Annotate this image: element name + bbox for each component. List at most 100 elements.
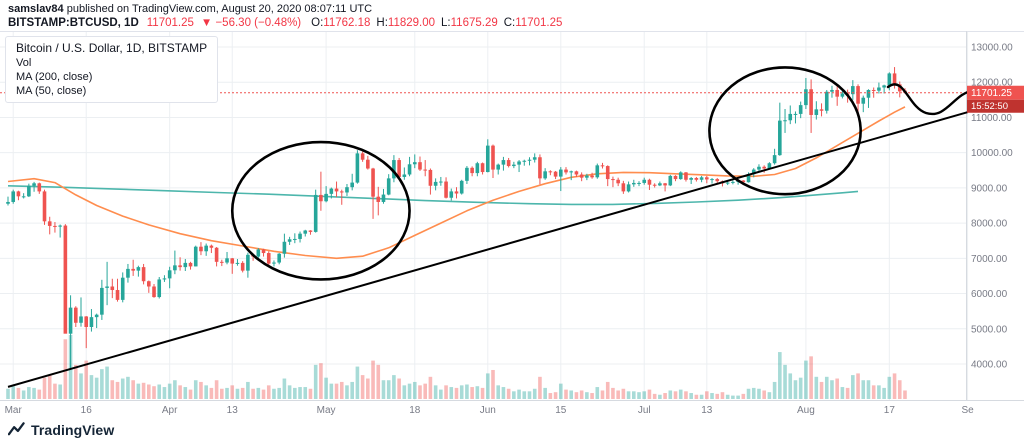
volume-bar (282, 378, 287, 399)
volume-bar (819, 381, 824, 399)
candle-body (512, 164, 516, 167)
time-axis-label: Se (961, 405, 974, 416)
candle-body (835, 89, 839, 97)
candle-body (861, 97, 866, 104)
candle-body (538, 157, 542, 179)
volume-bar (439, 389, 443, 399)
candle-body (877, 87, 881, 91)
volume-bar (741, 393, 746, 399)
time-axis-label: 17 (884, 405, 896, 416)
publisher-name[interactable]: samslav84 (8, 3, 64, 15)
candle-body (339, 191, 344, 193)
candle-body (42, 191, 47, 222)
candle-body (856, 86, 860, 104)
candle-body (517, 161, 521, 165)
price-change: ▼ −56.30 (−0.48%) (200, 17, 302, 29)
candle-body (366, 159, 370, 169)
candle-body (616, 179, 620, 184)
candle-body (564, 169, 568, 173)
volume-bar (63, 339, 68, 399)
volume-bar (783, 364, 787, 399)
volume-bar (167, 383, 172, 399)
volume-bar (684, 391, 688, 399)
candle-body (527, 159, 532, 161)
candle-body (418, 162, 422, 170)
candle-body (58, 225, 62, 227)
volume-bar (699, 394, 704, 399)
price-axis-label: 11000.00 (971, 113, 1012, 124)
candle-body (68, 307, 73, 334)
ohlc-high-value: 11829.00 (387, 17, 436, 29)
candle-body (605, 166, 610, 180)
volume-bar (277, 387, 281, 399)
volume-bar (731, 395, 735, 399)
candle-body (809, 89, 813, 115)
volume-bar (564, 389, 568, 399)
candle-body (261, 249, 266, 254)
candle-body (246, 254, 250, 271)
volume-bar (220, 388, 224, 399)
volume-bar (751, 387, 756, 399)
candle-body (266, 253, 271, 264)
volume-bar (73, 364, 78, 399)
volume-bar (115, 381, 120, 399)
candle-body (491, 145, 495, 170)
volume-bar (392, 375, 396, 399)
volume-bar (94, 377, 99, 399)
volume-bar (830, 380, 834, 399)
candle-body (767, 163, 772, 169)
candle-body (798, 105, 803, 114)
volume-bar (366, 378, 370, 399)
candle-body (449, 191, 454, 198)
ohlc-close-value: 11701.25 (515, 17, 563, 29)
volume-bar (778, 352, 782, 399)
time-axis-label: May (317, 405, 336, 416)
volume-bar (235, 388, 240, 399)
candle-body (131, 268, 135, 271)
volume-bar (480, 387, 485, 399)
volume-bar (199, 381, 203, 399)
candle-body (313, 194, 318, 232)
candle-body (501, 160, 506, 165)
candle-body (439, 181, 443, 183)
candle-body (459, 180, 464, 194)
candle-body (6, 201, 10, 204)
candle-body (126, 268, 130, 278)
highlight-circle (230, 140, 411, 281)
volume-bar (585, 392, 589, 399)
volume-bar (162, 387, 167, 399)
candle-body (84, 316, 89, 327)
price-axis-label: 9000.00 (971, 183, 1008, 194)
last-price-badge-text: 11701.25 (971, 88, 1012, 99)
candle-body (663, 183, 667, 186)
volume-bar (882, 387, 886, 399)
volume-bar (746, 388, 751, 399)
candle-body (324, 193, 328, 202)
volume-bar (861, 380, 866, 399)
candle-body (897, 84, 902, 92)
candle-body (167, 270, 172, 279)
volume-bar (152, 386, 156, 399)
footer: TradingView (0, 418, 1024, 441)
candle-body (668, 175, 673, 186)
tradingview-logo-icon[interactable] (8, 421, 25, 438)
volume-bar (444, 385, 448, 399)
volume-bar (475, 386, 480, 399)
tradingview-brand[interactable]: TradingView (31, 421, 115, 438)
volume-bar (126, 376, 130, 399)
time-axis-label: 13 (701, 405, 713, 416)
price-axis-label: 8000.00 (971, 219, 1008, 230)
candle-body (423, 169, 427, 171)
volume-bar (824, 376, 829, 399)
candle-body (136, 267, 141, 271)
candle-body (402, 174, 407, 177)
candle-body (757, 166, 761, 170)
volume-bar (381, 380, 386, 399)
volume-bar (595, 387, 600, 399)
volume-bar (402, 385, 407, 399)
volume-bar (652, 393, 657, 399)
volume-bar (840, 387, 845, 399)
volume-bar (527, 391, 532, 399)
volume-bar (804, 360, 808, 399)
candle-body (407, 164, 412, 175)
